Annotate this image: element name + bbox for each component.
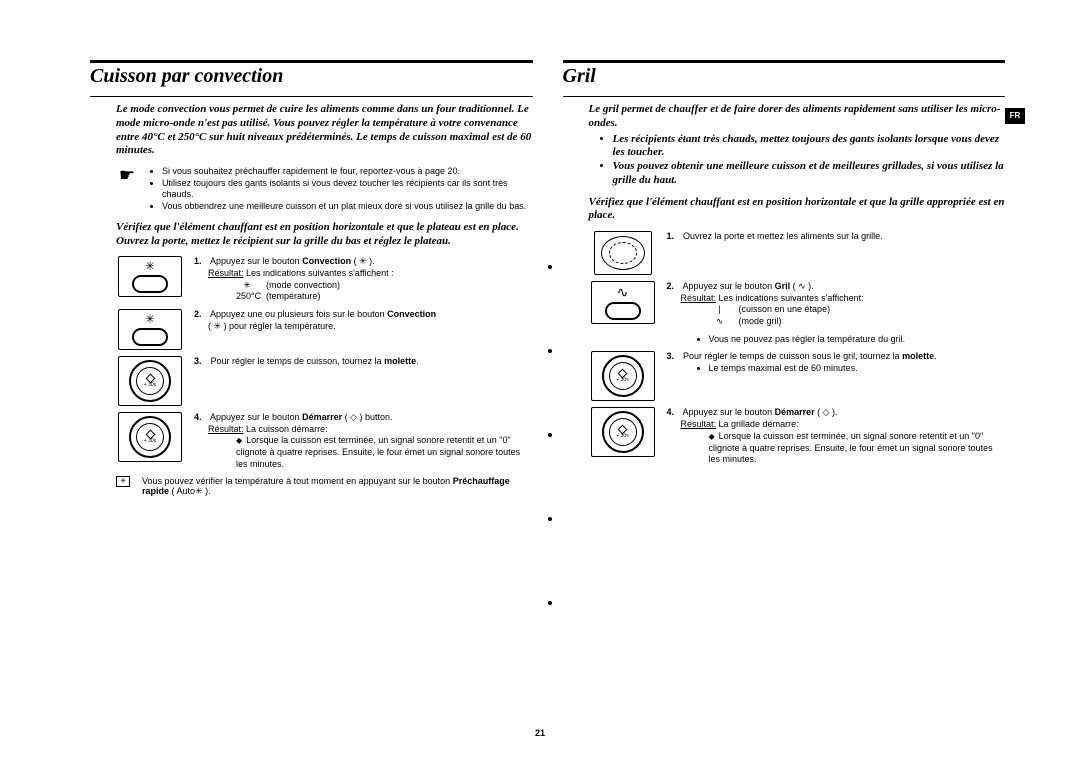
note-item: Vous obtiendrez une meilleure cuisson et… [162,201,533,213]
step-number: 3. [194,356,208,368]
step-3: + 30s 3. Pour régler le temps de cuisson… [589,351,1006,401]
step-1: 1. Ouvrez la porte et mettez les aliment… [589,231,1006,275]
grill-icon: ∿ [709,316,731,328]
step-2: ∿ 2. Appuyez sur le bouton Gril ( ∿ ). R… [589,281,1006,345]
dial-illustration: + 30s [118,412,182,462]
step-note: Vous ne pouvez pas régler la température… [709,334,1006,346]
left-title: Cuisson par convection [90,65,533,88]
result-bullet: Lorsque la cuisson est terminée, un sign… [208,435,533,470]
step-number: 1. [667,231,681,243]
left-footer-note: ✳ Vous pouvez vérifier la température à … [90,476,533,497]
dial-icon: + 30s [129,360,171,402]
rule-thick [563,60,1006,63]
step-number: 3. [667,351,681,363]
note-item: Si vous souhaitez préchauffer rapidement… [162,166,533,178]
dial-icon: + 30s [602,355,644,397]
dial-illustration: + 30s [591,407,655,457]
binding-dots [548,265,552,605]
step-icon: | [709,304,731,316]
result-label: Résultat: [681,419,717,429]
step-3: + 30s 3. Pour régler le temps de cuisson… [116,356,533,406]
step-text: Pour régler le temps de cuisson, tournez… [211,356,419,366]
step-number: 2. [667,281,681,293]
language-badge: FR [1005,108,1025,124]
step-text: Pour régler le temps de cuisson sous le … [683,351,937,361]
info-box-icon: ✳ [116,476,130,487]
step-text: Appuyez sur le bouton Démarrer ( ◇ ) but… [210,412,393,422]
page-number: 21 [535,728,545,738]
mode-label: (mode convection) [266,280,340,292]
result-text: La grillade démarre: [716,419,799,429]
left-intro: Le mode convection vous permet de cuire … [90,103,533,158]
step-text: Appuyez sur le bouton Convection ( ✳ ). [210,256,375,266]
dial-icon: + 30s [602,411,644,453]
right-column: Gril Le gril permet de chauffer et de fa… [563,60,1006,497]
left-verify: Vérifiez que l'élément chauffant est en … [90,221,533,249]
rule-thick [90,60,533,63]
fan-icon: ✳ [145,313,155,325]
temp-icon: 250°C [236,291,258,303]
step-4: + 30s 4. Appuyez sur le bouton Démarrer … [589,407,1006,465]
mode-label: (température) [266,291,321,303]
step-text: Appuyez une ou plusieurs fois sur le bou… [210,309,436,319]
step-bullet: Le temps maximal est de 60 minutes. [709,363,1006,375]
convection-button-illustration: ✳ [118,309,182,350]
step-number: 1. [194,256,208,268]
result-label: Résultat: [208,268,244,278]
step-4: + 30s 4. Appuyez sur le bouton Démarrer … [116,412,533,470]
rule-thin [563,96,1006,97]
grill-button-illustration: ∿ [591,281,655,324]
right-steps: 1. Ouvrez la porte et mettez les aliment… [563,231,1006,466]
result-bullet: Lorsque la cuisson est terminée, un sign… [681,431,1006,466]
note-item: Utilisez toujours des gants isolants si … [162,178,533,201]
result-text: Les indications suivantes s'affichent: [716,293,864,303]
fan-icon: ✳ [145,260,155,272]
dial-illustration: + 30s [591,351,655,401]
result-text: Les indications suivantes s'affichent : [244,268,394,278]
step-1: ✳ 1. Appuyez sur le bouton Convection ( … [116,256,533,303]
step-number: 4. [194,412,208,424]
left-column: Cuisson par convection Le mode convectio… [90,60,533,497]
step-text-cont: ( ✳ ) pour régler la température. [208,321,336,331]
turntable-illustration [594,231,652,275]
step-text: Ouvrez la porte et mettez les aliments s… [683,231,883,241]
fan-icon: ✳ [236,280,258,292]
dial-illustration: + 30s [118,356,182,406]
right-intro: Le gril permet de chauffer et de faire d… [563,103,1006,188]
rule-thin [90,96,533,97]
dial-icon: + 30s [129,416,171,458]
result-label: Résultat: [681,293,717,303]
step-text: Appuyez sur le bouton Gril ( ∿ ). [683,281,814,291]
intro-bullet: Les récipients étant très chauds, mettez… [613,133,1006,161]
oval-button-icon [605,302,641,320]
left-steps: ✳ 1. Appuyez sur le bouton Convection ( … [90,256,533,470]
mode-label: (mode gril) [739,316,782,328]
convection-button-illustration: ✳ [118,256,182,297]
grill-icon: ∿ [617,285,629,299]
mode-label: (cuisson en une étape) [739,304,831,316]
pointing-hand-icon: ☛ [116,166,138,213]
right-title: Gril [563,65,1006,88]
result-text: La cuisson démarre: [244,424,328,434]
result-label: Résultat: [208,424,244,434]
right-verify: Vérifiez que l'élément chauffant est en … [563,196,1006,224]
oval-button-icon [132,275,168,293]
intro-bullet: Vous pouvez obtenir une meilleure cuisso… [613,160,1006,188]
left-notes: ☛ Si vous souhaitez préchauffer rapideme… [90,166,533,213]
step-2: ✳ 2. Appuyez une ou plusieurs fois sur l… [116,309,533,350]
oval-button-icon [132,328,168,346]
step-number: 2. [194,309,208,321]
step-number: 4. [667,407,681,419]
step-text: Appuyez sur le bouton Démarrer ( ◇ ). [683,407,838,417]
